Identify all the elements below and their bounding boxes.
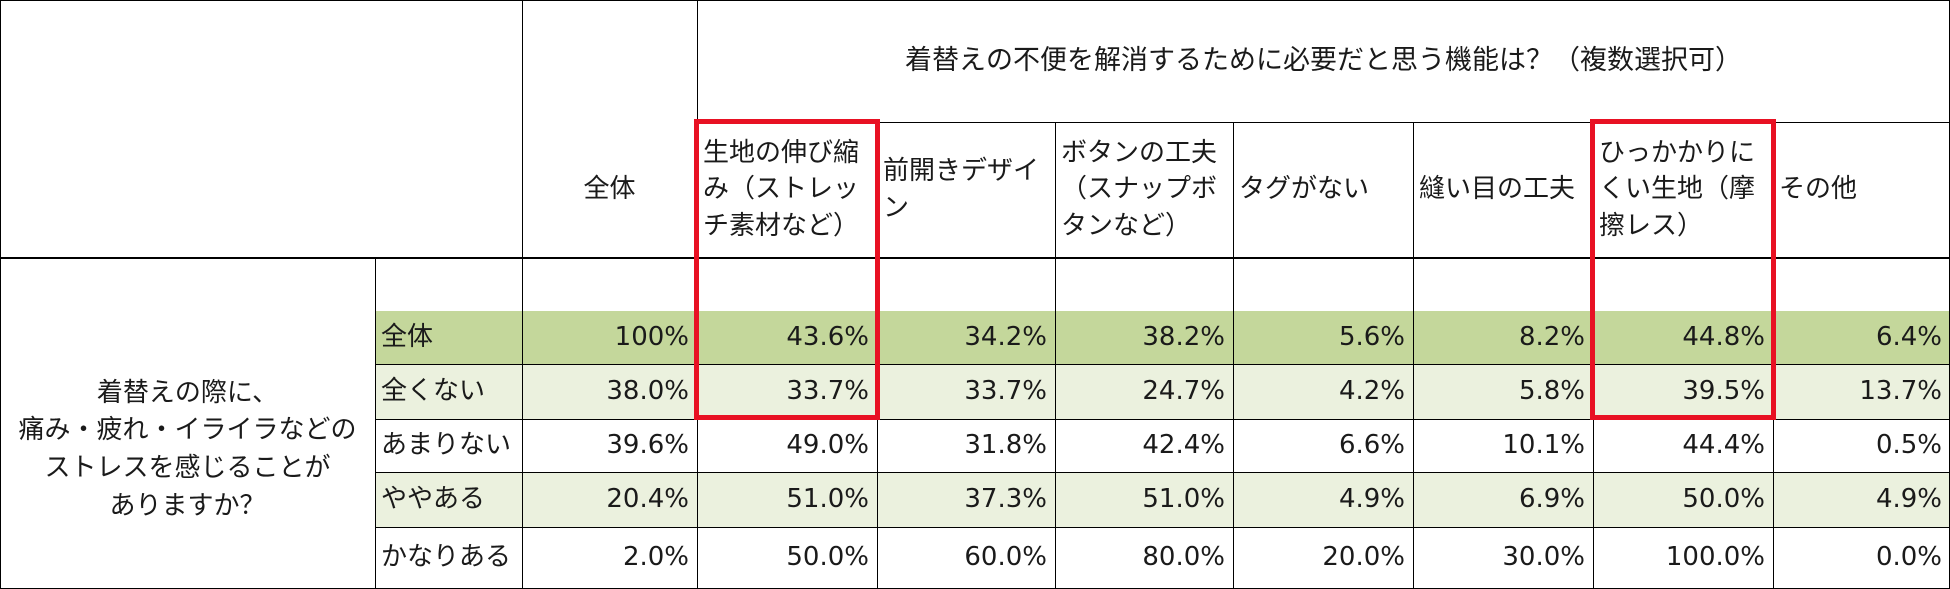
total-cell: 2.0% (622, 542, 689, 573)
row-label: かなりある (381, 542, 512, 573)
total-column-header: 全体 (583, 173, 636, 204)
column-header: タグがない (1239, 174, 1370, 205)
total-cell: 20.4% (522, 472, 697, 527)
table-cell: 6.4% (1773, 311, 1950, 364)
grid-line (375, 364, 1949, 365)
table-cell: 100.0% (1665, 542, 1765, 573)
grid-line (375, 419, 1949, 420)
table-cell: 31.8% (964, 429, 1047, 460)
total-cell: 38.0% (522, 364, 697, 419)
grid-line (1233, 122, 1234, 589)
grid-line (1413, 122, 1414, 589)
table-cell: 5.8% (1413, 364, 1593, 419)
grid-line (1055, 122, 1056, 589)
table-cell: 51.0% (1055, 472, 1233, 527)
table-cell: 38.2% (1055, 311, 1233, 364)
table-cell: 39.5% (1593, 364, 1773, 419)
table-cell: 5.6% (1233, 311, 1413, 364)
column-header: ひっかかりにくい生地（摩擦レス） (1599, 137, 1756, 241)
grid-line (375, 472, 1949, 473)
grid-line (0, 0, 1, 589)
table-cell: 43.6% (697, 311, 877, 364)
table-cell: 8.2% (1413, 311, 1593, 364)
column-header: 前開きデザイン (883, 156, 1040, 223)
table-cell: 6.9% (1413, 472, 1593, 527)
grid-line (0, 257, 1950, 259)
table-cell: 49.0% (786, 429, 869, 460)
table-cell: 51.0% (697, 472, 877, 527)
table-cell: 0.0% (1875, 542, 1942, 573)
table-cell: 37.3% (877, 472, 1055, 527)
table-cell: 34.2% (877, 311, 1055, 364)
grid-line (697, 122, 1949, 123)
table-cell: 33.7% (697, 364, 877, 419)
grid-line (697, 0, 698, 589)
table-cell: 50.0% (786, 542, 869, 573)
table-cell: 60.0% (964, 542, 1047, 573)
grid-line (522, 0, 523, 589)
table-cell: 50.0% (1593, 472, 1773, 527)
grid-line (375, 257, 376, 589)
table-cell: 33.7% (877, 364, 1055, 419)
row-label: ややある (375, 472, 522, 527)
column-header: 縫い目の工夫 (1419, 174, 1576, 205)
table-cell: 20.0% (1322, 542, 1405, 573)
grid-line (1593, 122, 1594, 589)
question-header: 着替えの不便を解消するために必要だと思う機能は？（複数選択可） (905, 44, 1742, 76)
table-cell: 6.6% (1338, 429, 1405, 460)
row-question: 着替えの際に、 痛み・疲れ・イライラなどの ストレスを感じることが ありますか？ (18, 377, 357, 521)
row-label: 全体 (375, 311, 522, 364)
table-cell: 4.2% (1233, 364, 1413, 419)
table-cell: 13.7% (1773, 364, 1950, 419)
table-cell: 42.4% (1142, 429, 1225, 460)
column-header: ボタンの工夫（スナップボタンなど） (1061, 137, 1218, 241)
grid-line (877, 122, 878, 589)
total-cell: 39.6% (606, 429, 689, 460)
column-header: その他 (1779, 174, 1858, 205)
table-cell: 80.0% (1142, 542, 1225, 573)
table-cell: 24.7% (1055, 364, 1233, 419)
row-label: あまりない (381, 429, 512, 460)
table-cell: 30.0% (1502, 542, 1585, 573)
table-cell: 10.1% (1502, 429, 1585, 460)
column-header: 生地の伸び縮み（ストレッチ素材など） (703, 137, 860, 241)
grid-line (375, 527, 1949, 528)
table-cell: 0.5% (1875, 429, 1942, 460)
total-cell: 100% (522, 311, 697, 364)
grid-line (0, 0, 1950, 1)
table-cell: 44.8% (1593, 311, 1773, 364)
table-cell: 4.9% (1773, 472, 1950, 527)
table-cell: 44.4% (1682, 429, 1765, 460)
grid-line (1773, 122, 1774, 589)
row-label: 全くない (375, 364, 522, 419)
table-cell: 4.9% (1233, 472, 1413, 527)
